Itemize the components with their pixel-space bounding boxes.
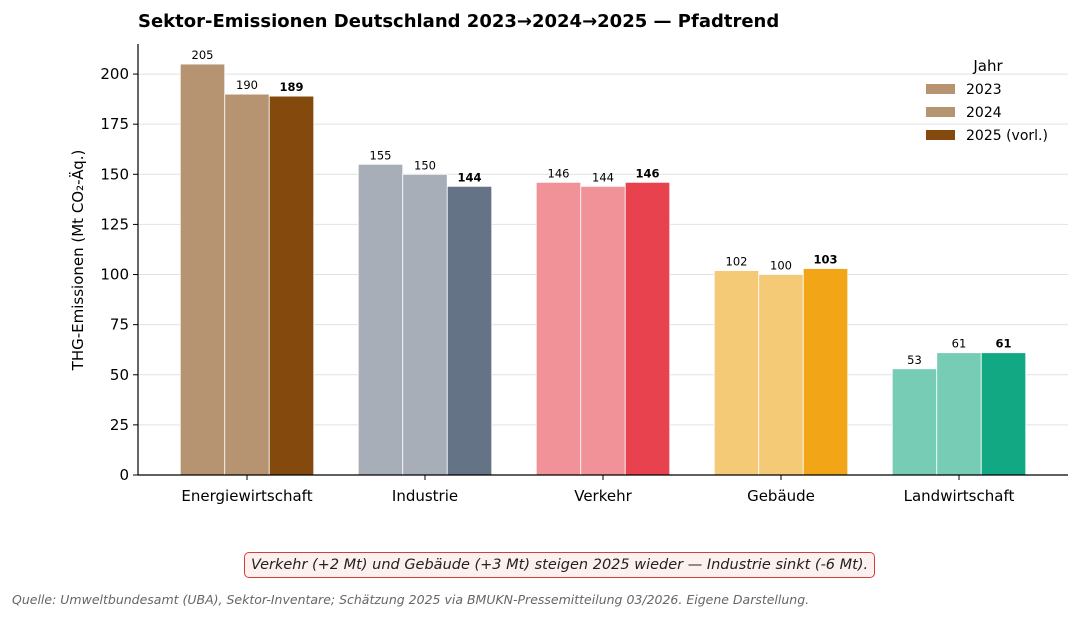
bar-gebaeude-2024 (758, 274, 804, 476)
legend-swatch-2025-vorl (926, 130, 955, 140)
bar-landwirtschaft-2023 (891, 368, 938, 476)
x-tick-label-gebaeude: Gebäude (747, 487, 815, 505)
bar-industrie-2025-vorl (446, 185, 493, 476)
value-label-energiewirtschaft-2023: 205 (192, 48, 214, 62)
value-label-industrie-2025-vorl: 144 (457, 170, 481, 184)
y-tick-label-150: 150 (100, 165, 129, 183)
bars (179, 63, 1027, 476)
legend-swatch-2024 (926, 107, 955, 117)
bar-energiewirtschaft-2025-vorl (268, 95, 315, 476)
value-label-verkehr-2024: 144 (592, 170, 614, 184)
y-axis-label: THG-Emissionen (Mt CO₂-Äq.) (68, 150, 87, 372)
value-label-landwirtschaft-2023: 53 (907, 353, 922, 367)
chart-annotation: Verkehr (+2 Mt) und Gebäude (+3 Mt) stei… (244, 552, 876, 578)
value-labels: 205 190 189 155 150 144 146 144 146 102 100 103 53 61… (192, 48, 1012, 367)
value-label-landwirtschaft-2025-vorl: 61 (995, 337, 1011, 351)
legend-swatch-2023 (926, 84, 955, 94)
y-tick-label-100: 100 (100, 266, 129, 284)
bar-gebaeude-2025-vorl (802, 268, 849, 476)
value-label-gebaeude-2025-vorl: 103 (813, 253, 837, 267)
value-label-industrie-2023: 155 (370, 148, 392, 162)
y-tick-label-25: 25 (110, 416, 129, 434)
bar-landwirtschaft-2024 (936, 352, 982, 476)
x-tick-label-verkehr: Verkehr (574, 487, 632, 505)
y-tick-label-0: 0 (119, 466, 129, 484)
legend-label-2024: 2024 (966, 105, 1002, 121)
legend-title: Jahr (972, 57, 1003, 75)
value-label-industrie-2024: 150 (414, 158, 436, 172)
bar-verkehr-2025-vorl (624, 181, 671, 476)
bar-industrie-2024 (402, 173, 448, 476)
value-label-gebaeude-2023: 102 (726, 255, 748, 269)
y-tick-label-75: 75 (110, 316, 129, 334)
legend: Jahr 2023 2024 2025 (vorl.) (926, 57, 1048, 144)
value-label-landwirtschaft-2024: 61 (952, 337, 967, 351)
bar-energiewirtschaft-2023 (179, 63, 226, 476)
legend-label-2023: 2023 (966, 82, 1002, 98)
bar-energiewirtschaft-2024 (224, 93, 270, 476)
value-label-verkehr-2023: 146 (548, 166, 570, 180)
y-tick-label-50: 50 (110, 366, 129, 384)
value-label-verkehr-2025-vorl: 146 (635, 166, 659, 180)
y-axis-ticks: 0 25 50 75 100 125 150 175 200 (100, 65, 138, 484)
value-label-gebaeude-2024: 100 (770, 259, 792, 273)
y-tick-label-200: 200 (100, 65, 129, 83)
bar-verkehr-2023 (535, 181, 582, 476)
value-label-energiewirtschaft-2025-vorl: 189 (279, 80, 303, 94)
bar-landwirtschaft-2025-vorl (980, 352, 1027, 476)
bar-industrie-2023 (357, 163, 404, 476)
y-tick-label-125: 125 (100, 215, 129, 233)
value-label-energiewirtschaft-2024: 190 (236, 78, 258, 92)
x-tick-label-landwirtschaft: Landwirtschaft (904, 487, 1015, 505)
x-tick-label-energiewirtschaft: Energiewirtschaft (181, 487, 312, 505)
chart-title: Sektor-Emissionen Deutschland 2023→2024→… (138, 11, 779, 32)
x-axis-ticks: Energiewirtschaft Industrie Verkehr Gebäude… (181, 475, 1014, 505)
y-tick-label-175: 175 (100, 115, 129, 133)
bar-gebaeude-2023 (713, 270, 760, 476)
bar-verkehr-2024 (580, 185, 626, 476)
x-tick-label-industrie: Industrie (392, 487, 458, 505)
source-note: Quelle: Umweltbundesamt (UBA), Sektor-In… (12, 592, 810, 607)
legend-label-2025-vorl: 2025 (vorl.) (966, 128, 1048, 144)
